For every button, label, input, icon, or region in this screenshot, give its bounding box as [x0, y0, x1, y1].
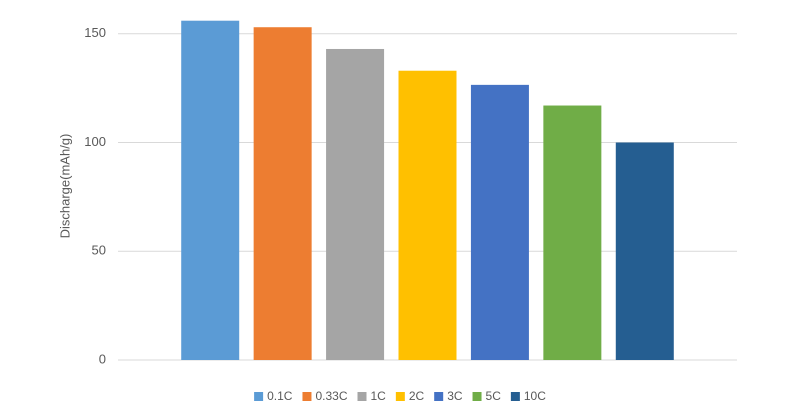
- y-axis-title: Discharge(mAh/g): [57, 134, 72, 239]
- legend-swatch: [254, 392, 264, 401]
- legend-label: 3C: [447, 389, 463, 403]
- y-tick-label: 50: [92, 243, 106, 258]
- legend-swatch: [395, 392, 405, 401]
- legend-swatch: [472, 392, 482, 401]
- legend-label: 0.33C: [315, 389, 347, 403]
- bar: [543, 105, 602, 361]
- legend-swatch: [510, 392, 520, 401]
- legend-label: 0.1C: [267, 389, 293, 403]
- y-tick-label: 150: [84, 25, 106, 40]
- bar: [615, 142, 674, 360]
- bar: [181, 20, 240, 360]
- bar: [470, 84, 529, 361]
- bar: [326, 48, 385, 360]
- legend-label: 1C: [371, 389, 387, 403]
- legend-label: 5C: [486, 389, 502, 403]
- legend-swatch: [302, 392, 312, 401]
- legend-swatch: [434, 392, 444, 401]
- legend-label: 2C: [409, 389, 425, 403]
- legend-swatch: [357, 392, 367, 401]
- legend-label: 10C: [524, 389, 546, 403]
- y-tick-label: 0: [99, 351, 106, 366]
- bar: [253, 27, 312, 360]
- y-tick-label: 100: [84, 134, 106, 149]
- bar: [398, 70, 457, 360]
